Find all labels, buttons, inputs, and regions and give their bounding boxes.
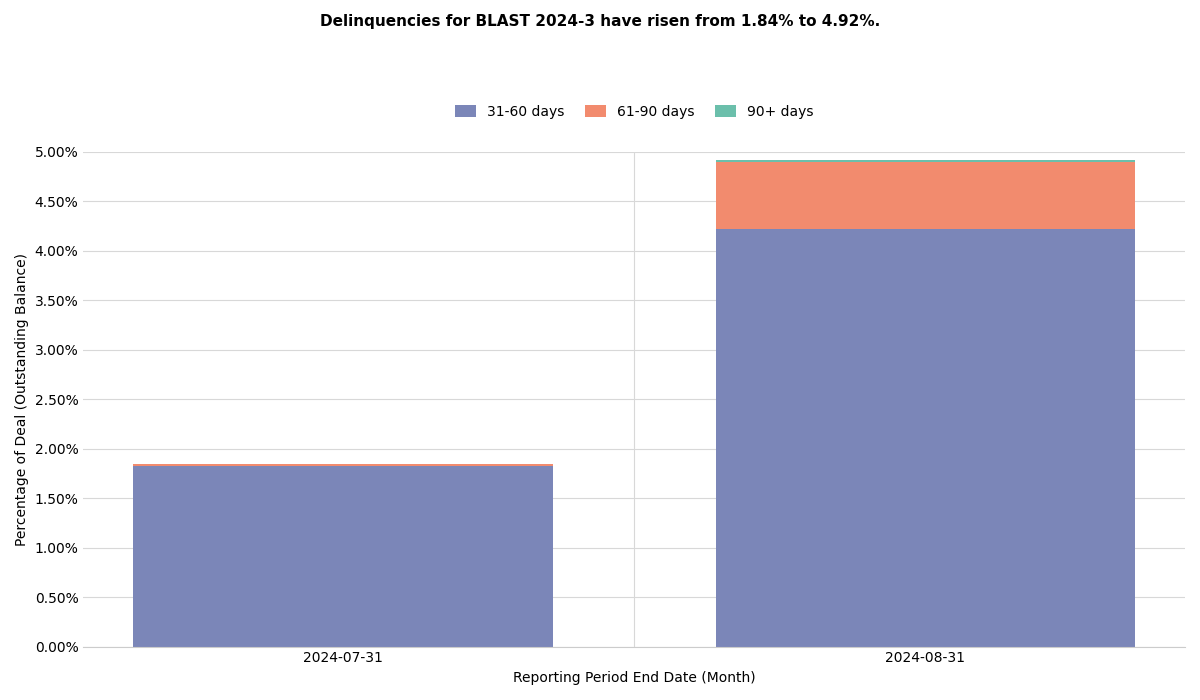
Bar (715, 229, 1135, 647)
Y-axis label: Percentage of Deal (Outstanding Balance): Percentage of Deal (Outstanding Balance) (16, 253, 29, 546)
Bar (715, 162, 1135, 229)
Legend: 31-60 days, 61-90 days, 90+ days: 31-60 days, 61-90 days, 90+ days (449, 99, 820, 125)
Bar (133, 466, 553, 647)
Bar (715, 160, 1135, 162)
Text: Delinquencies for BLAST 2024-3 have risen from 1.84% to 4.92%.: Delinquencies for BLAST 2024-3 have rise… (320, 14, 880, 29)
X-axis label: Reporting Period End Date (Month): Reporting Period End Date (Month) (512, 671, 756, 685)
Bar (133, 465, 553, 466)
